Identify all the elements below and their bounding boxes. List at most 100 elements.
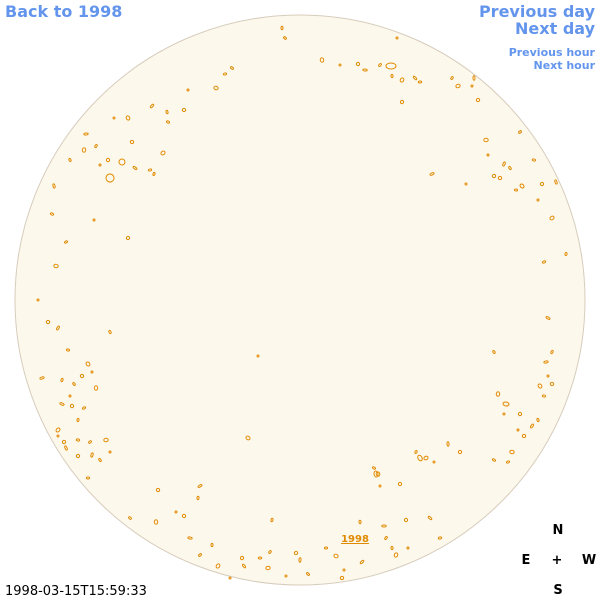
- contour: [268, 550, 272, 554]
- contour: [502, 401, 510, 407]
- compass-east: E: [522, 553, 531, 568]
- contour: [103, 437, 109, 443]
- contour: [79, 373, 85, 379]
- contours: [36, 25, 568, 581]
- contour: [68, 157, 72, 163]
- contour: [399, 77, 405, 83]
- contour: [165, 120, 171, 124]
- contour: [486, 153, 490, 157]
- disc-label[interactable]: 1998: [341, 534, 369, 545]
- back-link[interactable]: Back to 1998: [5, 2, 122, 21]
- contour: [215, 563, 221, 569]
- contour: [406, 546, 410, 550]
- contour: [495, 391, 501, 397]
- previous-day-link[interactable]: Previous day: [479, 2, 596, 21]
- contour: [546, 374, 550, 378]
- contour: [333, 553, 339, 559]
- contour: [222, 72, 228, 76]
- compass-north: N: [553, 523, 564, 538]
- contour: [491, 458, 497, 462]
- compass-west: W: [582, 553, 596, 568]
- compass-center: +: [552, 553, 563, 568]
- contour: [90, 370, 94, 374]
- contour: [69, 403, 75, 409]
- contour: [72, 382, 76, 386]
- contour: [414, 449, 418, 455]
- contour: [541, 394, 547, 398]
- contour: [256, 354, 260, 358]
- contour: [537, 383, 543, 389]
- contour: [457, 449, 463, 455]
- contour: [390, 545, 394, 551]
- contour: [339, 575, 345, 581]
- contour: [446, 441, 450, 447]
- contour: [450, 76, 454, 80]
- contour: [92, 218, 96, 222]
- previous-hour-link[interactable]: Previous hour: [509, 46, 596, 59]
- contour: [60, 377, 64, 383]
- contour: [149, 103, 155, 109]
- contour: [319, 57, 325, 63]
- contour: [384, 536, 388, 540]
- contour: [517, 411, 523, 417]
- contour: [160, 150, 166, 156]
- contour: [531, 158, 537, 162]
- contour: [49, 212, 55, 216]
- contour: [196, 495, 200, 501]
- contour: [108, 450, 112, 454]
- contour: [210, 542, 214, 548]
- timestamp: 1998-03-15T15:59:33: [5, 584, 147, 599]
- contour: [85, 361, 91, 367]
- contour: [75, 453, 81, 459]
- contour: [472, 75, 476, 81]
- contour: [270, 517, 274, 523]
- contour: [483, 137, 489, 143]
- contour: [541, 260, 547, 264]
- contour: [241, 563, 247, 569]
- contour: [509, 449, 515, 455]
- contour: [68, 394, 72, 398]
- contour: [88, 440, 92, 444]
- contour: [513, 188, 519, 192]
- contour: [52, 183, 56, 189]
- contour: [497, 175, 503, 181]
- contour: [323, 546, 329, 550]
- compass-south: S: [553, 583, 562, 598]
- contour: [230, 66, 234, 70]
- contour: [81, 147, 87, 153]
- contour: [536, 417, 540, 423]
- contour: [83, 132, 89, 136]
- contour: [549, 215, 555, 221]
- next-hour-link[interactable]: Next hour: [534, 59, 596, 72]
- contour: [381, 524, 387, 528]
- contour: [342, 568, 346, 572]
- contour: [464, 182, 468, 186]
- contour: [228, 576, 232, 580]
- contour: [213, 85, 219, 91]
- contour: [412, 75, 418, 81]
- contour: [129, 139, 135, 145]
- contour: [265, 565, 271, 571]
- contour: [395, 36, 399, 40]
- contour: [64, 445, 68, 451]
- next-day-link[interactable]: Next day: [515, 19, 596, 38]
- contour: [284, 574, 288, 578]
- contour: [455, 83, 461, 89]
- contour: [393, 552, 399, 558]
- contour: [502, 161, 506, 167]
- contour: [355, 61, 361, 67]
- contour: [470, 84, 474, 88]
- contour: [293, 550, 299, 556]
- contour: [403, 517, 409, 523]
- contour: [93, 385, 99, 391]
- contour: [125, 115, 131, 121]
- contour: [181, 107, 187, 113]
- contour: [417, 454, 423, 462]
- contour: [505, 460, 511, 464]
- contour: [521, 433, 527, 439]
- contour: [549, 381, 555, 387]
- contour: [492, 350, 496, 354]
- contour: [432, 460, 436, 464]
- contour: [372, 466, 376, 470]
- contour: [306, 572, 310, 576]
